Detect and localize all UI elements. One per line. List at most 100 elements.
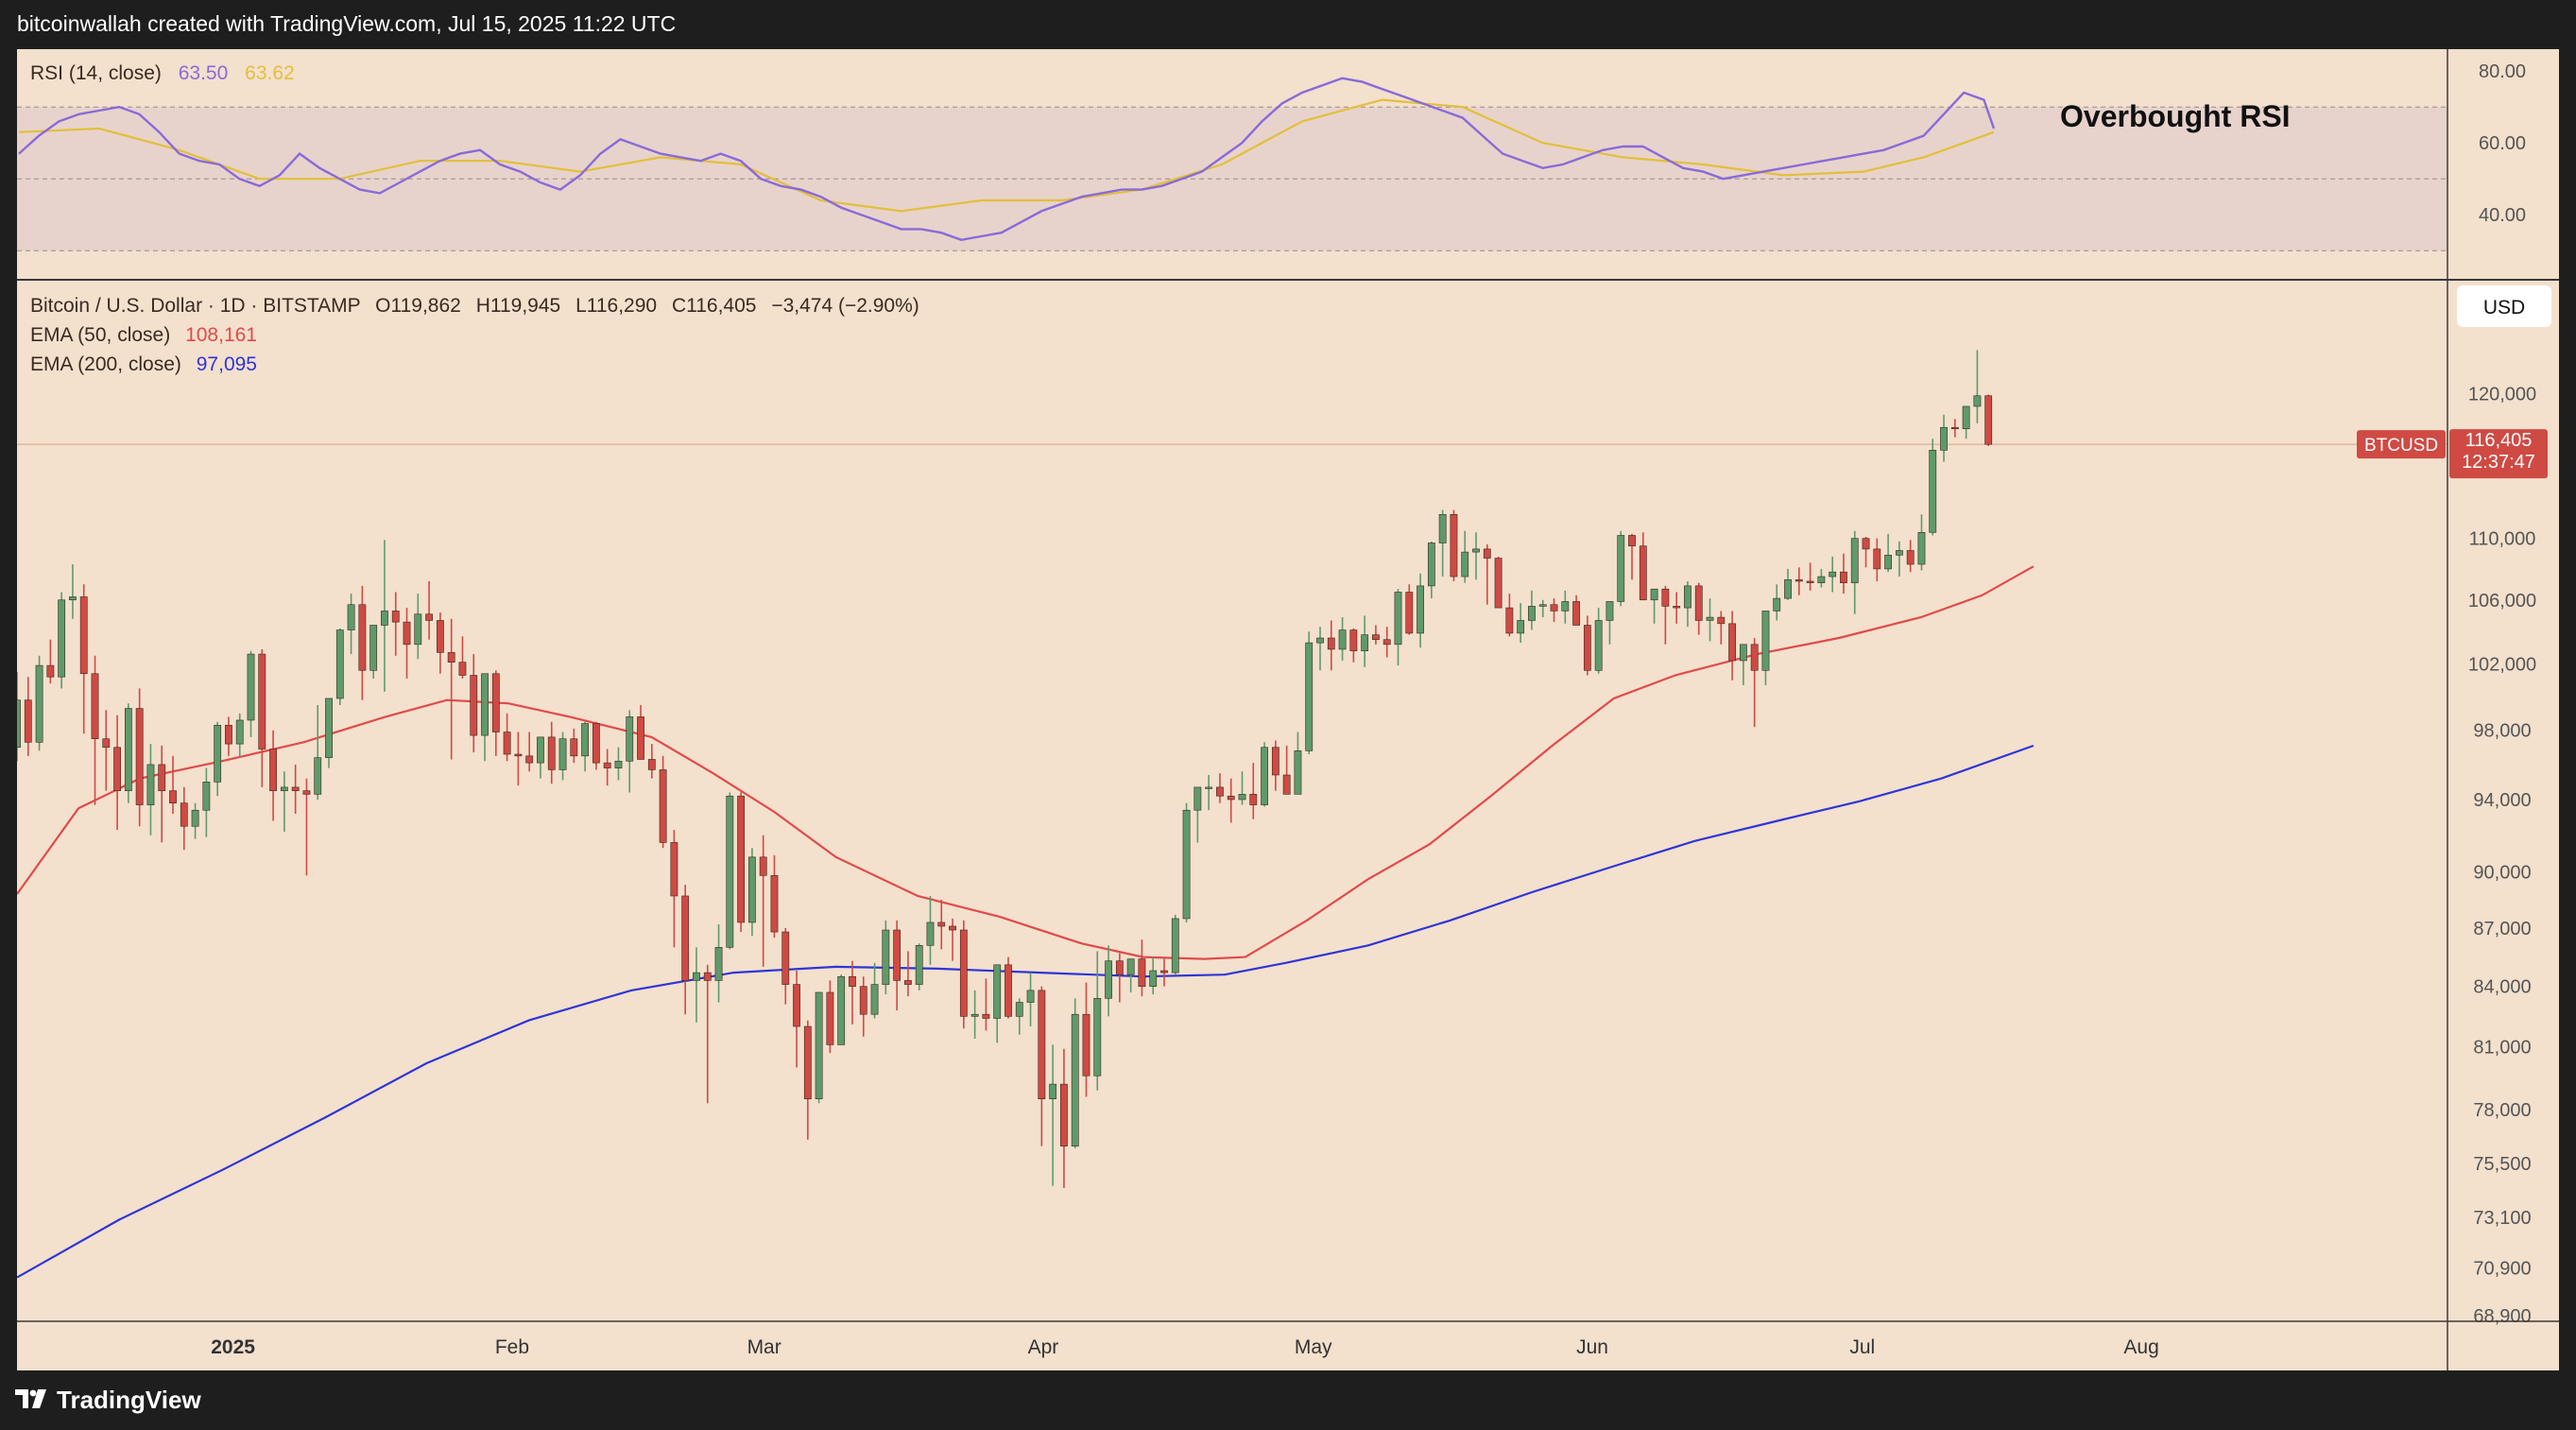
candle-body (358, 604, 367, 671)
candle-body (1795, 579, 1803, 582)
candle-body (1149, 970, 1158, 987)
candle-body (425, 613, 433, 621)
candle-body (1884, 555, 1893, 570)
candle-body (993, 964, 1002, 1019)
candle-body (1461, 551, 1469, 577)
candle-body (793, 984, 800, 1027)
candle-body (1227, 795, 1235, 801)
candle-body (747, 856, 756, 923)
candle-body (302, 790, 311, 795)
candle-body (202, 782, 211, 811)
candle-body (1038, 990, 1046, 1100)
price-ytick-label: 110,000 (2469, 529, 2536, 550)
price-legend: Bitcoin / U.S. Dollar · 1D · BITSTAMP O1… (30, 295, 919, 317)
xtick-label: Apr (1028, 1336, 1059, 1358)
ema200-legend-value: 97,095 (197, 353, 257, 375)
candle-body (280, 786, 288, 791)
candle-body (1271, 747, 1279, 776)
candle-body (1194, 786, 1202, 811)
candle-body (882, 929, 890, 985)
rsi-annotation: Overbought RSI (2060, 99, 2291, 133)
candle-body (24, 699, 32, 743)
candle-body (325, 698, 333, 758)
candle-body (1249, 794, 1258, 805)
candle-body (1761, 611, 1770, 671)
chart-frame[interactable]: 80.00 60.00 40.00 RSI (14, close) 63.50 63… (17, 49, 2559, 1370)
candle-body (1238, 794, 1246, 801)
currency-button[interactable] (2457, 285, 2551, 327)
candle-body (1572, 601, 1580, 626)
price-ytick-label: 70,900 (2473, 1259, 2531, 1280)
candle-body (581, 723, 590, 757)
candle-body (926, 922, 935, 946)
candle-body (491, 673, 500, 732)
candle-body (1895, 550, 1903, 556)
candle-body (225, 725, 232, 745)
candle-body (503, 732, 511, 755)
candle-body (1973, 395, 1982, 407)
candle-body (1850, 538, 1859, 583)
candle-body (781, 931, 790, 985)
candle-body (1049, 1083, 1057, 1100)
candle-body (870, 984, 879, 1015)
candle-body (113, 747, 121, 791)
candle-body (970, 1013, 979, 1017)
candle-body (1984, 395, 1993, 445)
candle-body (191, 809, 199, 827)
candle-body (637, 716, 644, 760)
candle-body (1840, 571, 1847, 583)
ema200-legend-label: EMA (200, close) (30, 353, 181, 375)
candle-body (291, 786, 300, 791)
candle-body (1205, 786, 1213, 789)
candle-body (1829, 571, 1837, 577)
chart-canvas[interactable]: 80.00 60.00 40.00 RSI (14, close) 63.50 63… (17, 49, 2559, 1370)
ema50-line (17, 565, 2035, 960)
candle-body (1126, 958, 1135, 975)
candle-body (949, 925, 956, 931)
candle-body (335, 629, 344, 699)
candle-body (893, 929, 902, 981)
candle-body (1261, 747, 1268, 805)
price-ytick-label: 73,100 (2473, 1208, 2531, 1229)
candle-body (1483, 548, 1491, 559)
candle-body (937, 922, 946, 927)
candle-body (603, 762, 611, 768)
candle-body (124, 708, 132, 791)
candle-body (1606, 601, 1614, 621)
ema200-line (17, 744, 2035, 1279)
candle-body (1739, 644, 1747, 662)
candle-body (1026, 990, 1035, 1003)
candle-body (1561, 601, 1570, 612)
candle-body (347, 604, 355, 630)
candle-body (659, 769, 667, 843)
candle-body (1327, 637, 1335, 650)
candle-body (35, 664, 43, 743)
price-ytick-label: 87,000 (2473, 919, 2531, 939)
candle-body (1950, 426, 1959, 430)
candle-body (381, 611, 388, 626)
candle-body (79, 596, 88, 675)
price-ytick-label: 68,900 (2473, 1306, 2531, 1327)
candle-body (959, 929, 968, 1017)
candle-body (1394, 592, 1402, 646)
candle-body (1160, 970, 1168, 973)
ema50-legend-label: EMA (50, close) (30, 324, 170, 346)
candle-body (1105, 960, 1112, 999)
candle-body (46, 664, 55, 678)
candle-body (1773, 597, 1781, 612)
xtick-label: 2025 (211, 1336, 255, 1358)
candle-body (258, 653, 266, 749)
price-legend-high: H119,945 (476, 295, 561, 317)
price-ytick-label: 90,000 (2473, 862, 2531, 883)
candle-body (369, 625, 378, 671)
candle-body (525, 755, 534, 764)
candle-body (1071, 1013, 1079, 1146)
candle-body (849, 975, 856, 987)
candle-body (982, 1013, 990, 1019)
price-ytick-label: 94,000 (2473, 790, 2531, 811)
rsi-ma-line (18, 98, 1995, 213)
candle-body (514, 753, 523, 757)
rsi-legend-label: RSI (14, close) (30, 62, 162, 84)
candle-body (614, 760, 623, 768)
price-ytick-label: 81,000 (2473, 1038, 2531, 1059)
